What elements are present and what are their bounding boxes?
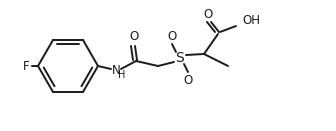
Text: H: H (118, 70, 125, 80)
Text: S: S (176, 51, 184, 65)
Text: N: N (112, 64, 120, 77)
Text: O: O (167, 29, 177, 42)
Text: O: O (129, 31, 139, 43)
Text: O: O (183, 73, 193, 86)
Text: O: O (203, 7, 213, 20)
Text: OH: OH (242, 15, 260, 28)
Text: F: F (23, 59, 29, 72)
